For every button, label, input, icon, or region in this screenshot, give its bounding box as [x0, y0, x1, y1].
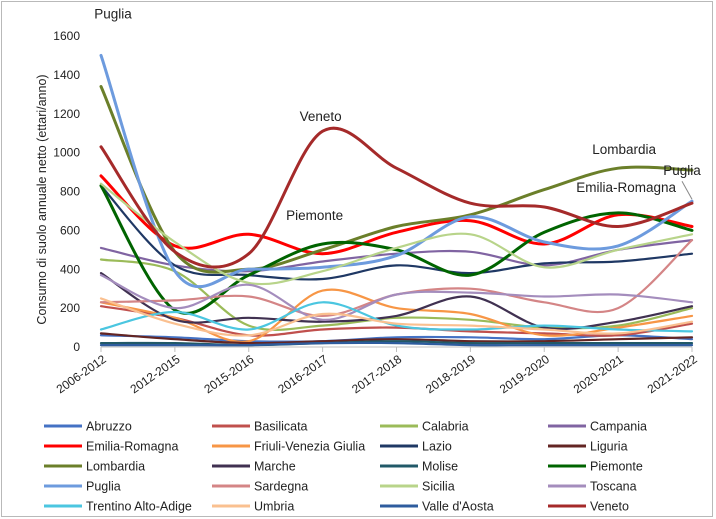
series-line-umbria [99, 297, 694, 337]
series-line-molise [99, 340, 694, 347]
series-line-basilicata [99, 305, 694, 337]
legend-label-piemonte: Piemonte [590, 460, 643, 474]
legend-label-abruzzo: Abruzzo [86, 420, 132, 434]
x-tick-label: 2015-2016 [201, 352, 256, 397]
legend-label-friuli-venezia-giulia: Friuli-Venezia Giulia [254, 440, 365, 454]
y-tick-label: 1600 [53, 29, 80, 43]
legend-label-molise: Molise [422, 460, 458, 474]
annotation-veneto: Veneto [300, 109, 342, 124]
annotation-puglia: Puglia [94, 6, 132, 21]
series-line-veneto [99, 126, 694, 269]
legend-label-liguria: Liguria [590, 440, 628, 454]
x-tick-label: 2016-2017 [275, 352, 330, 397]
y-tick-label: 600 [60, 223, 80, 237]
series-line-marche [99, 272, 694, 331]
y-axis-label: Consumo di suolo annuale netto (ettari/a… [35, 74, 49, 324]
series-line-friuli-venezia-giulia [99, 288, 694, 343]
y-tick-label: 1000 [53, 146, 80, 160]
legend-label-valle-d-aosta: Valle d'Aosta [422, 500, 494, 514]
y-tick-label: 1400 [53, 68, 80, 82]
annotation-lombardia: Lombardia [592, 142, 656, 157]
series-line-valle-d-aosta [99, 341, 694, 347]
annotation-leader [681, 180, 693, 200]
x-tick-label: 2017-2018 [349, 352, 404, 397]
legend-label-basilicata: Basilicata [254, 420, 308, 434]
series-lines [99, 53, 694, 347]
series-line-emilia-romagna [99, 174, 694, 256]
y-tick-label: 800 [60, 185, 80, 199]
y-tick-label: 1200 [53, 107, 80, 121]
x-tick-label: 2018-2019 [423, 352, 478, 397]
legend-label-lombardia: Lombardia [86, 460, 145, 474]
legend-label-umbria: Umbria [254, 500, 294, 514]
legend-label-campania: Campania [590, 420, 647, 434]
x-tick-label: 2021-2022 [645, 352, 700, 397]
legend-label-emilia-romagna: Emilia-Romagna [86, 440, 178, 454]
y-tick-label: 0 [73, 340, 80, 354]
legend-label-marche: Marche [254, 460, 296, 474]
series-line-lazio [99, 184, 694, 281]
legend-label-toscana: Toscana [590, 480, 637, 494]
annotation-piemonte: Piemonte [286, 208, 343, 223]
legend: Abruzzo Basilicata Calabria Campania Emilia-… [44, 420, 647, 514]
annotation-emilia-romagna: Emilia-Romagna [576, 180, 676, 195]
annotation-puglia: Puglia [663, 163, 701, 178]
series-line-puglia [99, 53, 694, 289]
series-line-trentino-alto-adige [99, 301, 694, 333]
series-line-sicilia [99, 182, 694, 286]
legend-label-lazio: Lazio [422, 440, 452, 454]
series-line-toscana [99, 274, 694, 321]
legend-label-trentino-alto-adige: Trentino Alto-Adige [86, 500, 192, 514]
x-tick-label: 2019-2020 [497, 352, 552, 397]
y-tick-label: 400 [60, 262, 80, 276]
legend-label-sicilia: Sicilia [422, 480, 455, 494]
legend-label-sardegna: Sardegna [254, 480, 308, 494]
x-tick-label: 2012-2015 [128, 352, 183, 397]
x-tick-label: 2006-2012 [54, 352, 109, 397]
legend-label-calabria: Calabria [422, 420, 469, 434]
x-tick-label: 2020-2021 [571, 352, 626, 397]
annotations: Puglia Veneto Piemonte Lombardia Emilia-Roma… [94, 6, 701, 223]
legend-label-puglia: Puglia [86, 480, 121, 494]
y-tick-label: 200 [60, 301, 80, 315]
series-line-liguria [99, 332, 694, 345]
legend-label-veneto: Veneto [590, 500, 629, 514]
